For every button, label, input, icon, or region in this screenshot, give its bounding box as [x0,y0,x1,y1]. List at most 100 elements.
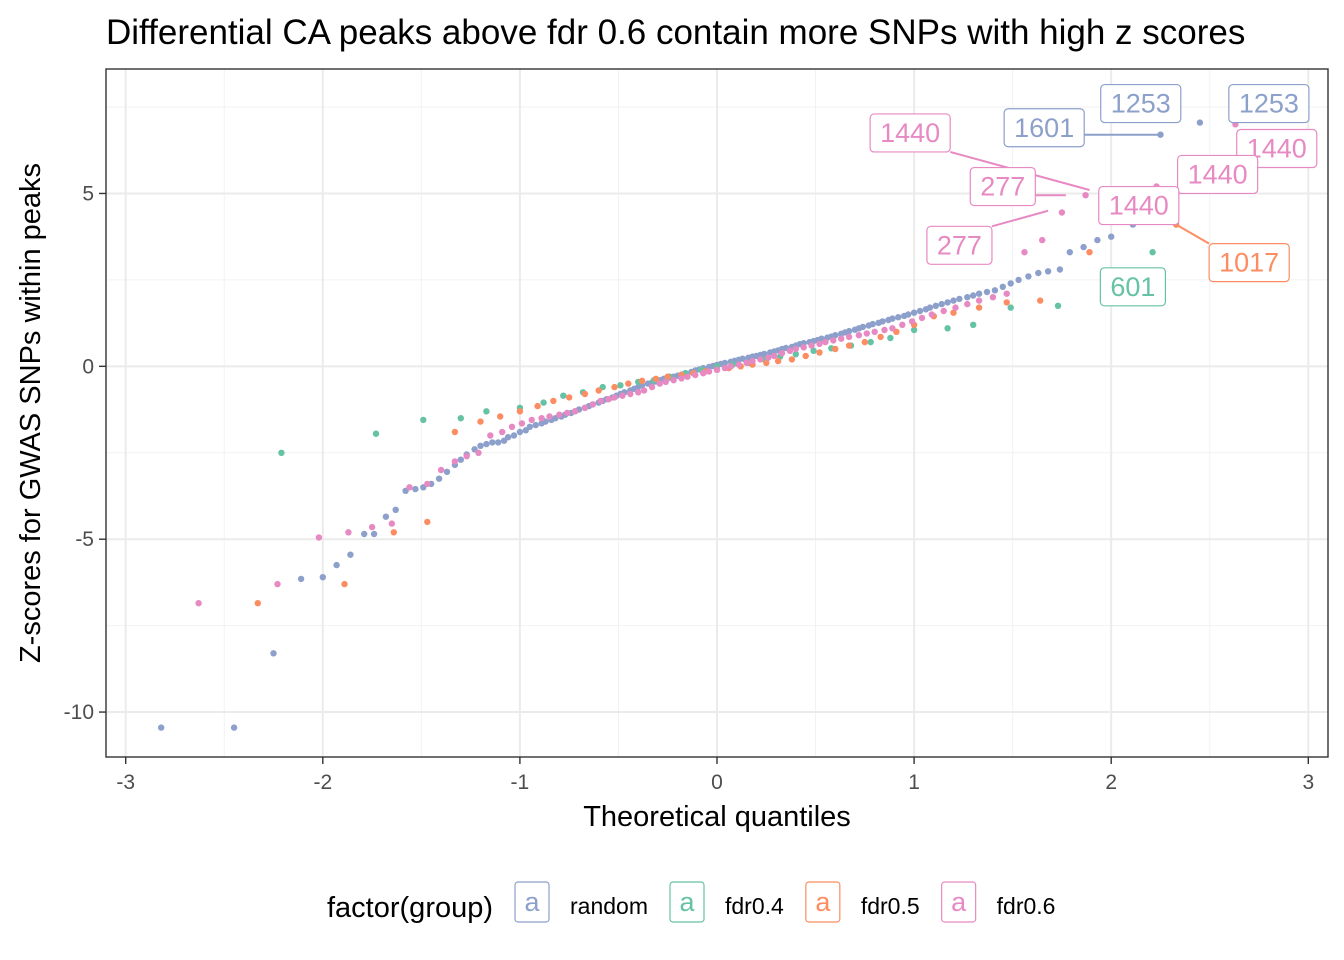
data-point-random [516,428,524,436]
data-point-fdr0.6 [989,294,997,301]
data-point-fdr0.6 [499,428,506,436]
data-point-fdr0.6 [889,325,896,332]
data-point-fdr0.6 [871,328,878,335]
data-point-fdr0.4 [867,338,874,346]
annotation-label: 277 [937,230,982,260]
data-point-fdr0.6 [727,363,734,370]
data-point-random [1056,266,1064,273]
annotation-box [1208,243,1290,283]
data-point-fdr0.6 [619,392,626,399]
legend-label: fdr0.6 [997,893,1056,919]
y-tick-label: 5 [82,182,94,205]
y-tick-label: -10 [64,701,94,724]
data-point-random [950,297,957,304]
data-point-random [457,456,464,463]
data-point-random [859,323,867,331]
data-point-random [510,432,518,439]
data-point-random [230,724,238,731]
data-point-random [1108,233,1115,240]
data-point-fdr0.5 [664,373,671,380]
data-point-random [347,551,354,558]
annotation-label: 1017 [1219,248,1279,278]
x-tick-label: -1 [511,771,530,794]
data-point-fdr0.6 [881,326,888,334]
data-point-random [1035,269,1042,277]
data-point-random [926,304,934,311]
annotation-box [1098,185,1180,226]
annotation-box [1176,154,1259,195]
data-point-fdr0.6 [1039,236,1046,244]
data-point-fdr0.6 [786,347,794,354]
data-point-fdr0.6 [518,420,526,427]
annotation-label: 1253 [1111,89,1171,119]
data-point-fdr0.5 [788,356,796,363]
annotation-box [1228,83,1310,124]
data-point-random [879,318,886,325]
data-point-random [1007,280,1014,287]
data-point-fdr0.4 [1007,304,1014,311]
data-point-fdr0.5 [451,428,459,436]
annotation-box [969,166,1036,207]
data-point-random [158,724,165,731]
data-point-random [944,299,951,306]
data-point-fdr0.5 [550,397,557,405]
data-point-fdr0.5 [877,333,884,341]
data-point-random [845,327,853,335]
data-point-fdr0.5 [534,402,541,410]
data-point-random [1080,243,1087,251]
data-point-fdr0.6 [765,354,772,361]
data-point-random [1196,119,1204,126]
data-point-fdr0.6 [406,484,413,491]
data-point-random [361,530,368,538]
data-point-fdr0.5 [1086,249,1093,256]
data-point-fdr0.4 [483,408,490,415]
data-point-fdr0.6 [743,359,750,367]
data-point-fdr0.4 [1054,302,1062,309]
data-point-fdr0.6 [899,321,906,328]
data-point-random [999,283,1006,290]
data-point-fdr0.6 [662,378,669,386]
data-point-random [905,311,912,318]
data-point-random [916,307,924,315]
data-point-fdr0.4 [970,321,977,328]
data-point-fdr0.5 [832,345,839,353]
data-point-fdr0.6 [556,411,563,418]
legend-label: fdr0.4 [725,893,784,919]
data-point-fdr0.6 [627,390,634,398]
data-point-fdr0.6 [315,534,323,541]
data-point-fdr0.5 [1003,299,1010,306]
data-point-fdr0.6 [656,380,663,387]
data-point-random [889,315,896,322]
data-point-random [319,574,326,581]
y-axis-title: Z-scores for GWAS SNPs within peaks [15,163,47,663]
data-point-fdr0.6 [589,401,596,408]
annotation-1017: 1017 [1175,223,1290,283]
data-point-fdr0.5 [611,383,618,391]
annotation-277: 277 [926,209,1049,265]
legend: factor(group) a random a fdr0.4 a fdr0.5 a fdr0… [327,881,1056,924]
data-point-random [832,332,839,339]
data-point-random [1025,273,1032,280]
data-point-fdr0.4 [540,399,547,406]
data-point-random [495,439,502,446]
chart-title: Differential CA peaks above fdr 0.6 cont… [106,13,1245,52]
data-point-random [382,513,390,520]
legend-label: fdr0.5 [861,893,920,919]
data-point-fdr0.5 [497,413,504,420]
data-point-random [938,300,945,308]
data-point-random [489,439,496,446]
data-point-fdr0.6 [908,318,916,325]
data-point-fdr0.6 [424,480,431,488]
data-point-fdr0.6 [564,409,571,417]
data-point-fdr0.6 [928,311,935,318]
annotation-1253: 1253 [1228,83,1310,124]
data-point-random [991,287,999,294]
data-point-fdr0.6 [863,330,870,337]
data-point-random [1044,268,1052,275]
data-point-fdr0.6 [952,304,959,311]
data-point-fdr0.6 [538,415,545,422]
annotation-leader-line [1175,223,1210,245]
data-point-random [477,442,484,449]
data-point-fdr0.6 [571,408,579,415]
